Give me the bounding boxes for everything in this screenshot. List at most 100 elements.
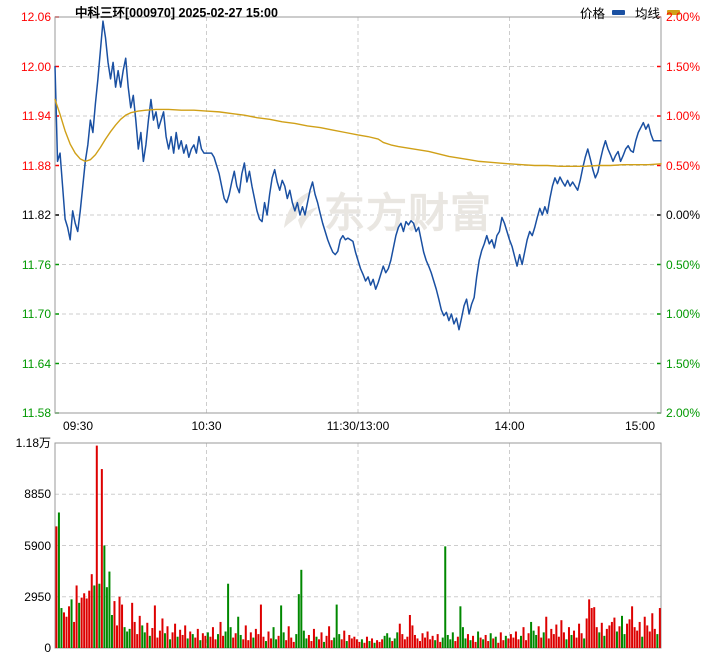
volume-bar — [636, 630, 639, 648]
volume-bar — [232, 637, 235, 648]
volume-bar — [638, 621, 641, 648]
volume-bar — [138, 615, 141, 648]
volume-bar — [350, 638, 353, 648]
volume-bar — [325, 635, 328, 648]
volume-bar — [658, 608, 661, 648]
volume-bar — [520, 635, 522, 648]
volume-bar — [656, 634, 659, 648]
volume-bar — [530, 621, 533, 648]
volume-bar — [441, 637, 444, 648]
volume-bar — [290, 637, 293, 648]
volume-bar — [459, 606, 462, 648]
volume-bar — [166, 626, 169, 648]
volume-bar — [184, 625, 187, 648]
volume-bar — [436, 634, 439, 648]
volume-bar — [600, 622, 603, 648]
volume-bar — [103, 545, 106, 648]
volume-bar — [116, 625, 118, 648]
volume-bar — [502, 640, 505, 648]
volume-bar — [222, 635, 225, 648]
volume-bar — [562, 632, 565, 648]
volume-bar — [424, 637, 427, 648]
volume-bar — [90, 574, 93, 648]
volume-bar — [487, 641, 490, 648]
volume-bar — [224, 631, 227, 648]
volume-bar — [146, 622, 149, 648]
volume-bar — [494, 636, 497, 648]
volume-bar — [196, 628, 199, 648]
volume-bar — [83, 593, 86, 648]
volume-bar — [307, 634, 310, 648]
volume-bar — [206, 632, 209, 648]
volume-bar — [176, 636, 179, 648]
volume-bar — [383, 635, 386, 648]
volume-bar — [386, 633, 389, 648]
volume-bar — [358, 641, 361, 648]
volume-bar — [257, 634, 260, 648]
volume-bar — [254, 628, 257, 648]
volume-bar — [113, 601, 116, 648]
volume-bar — [133, 621, 136, 648]
volume-bar — [348, 634, 351, 648]
volume-bar — [376, 640, 379, 648]
volume-bar — [360, 639, 363, 648]
volume-bar — [371, 638, 374, 648]
volume-bar — [292, 641, 295, 648]
volume-bar — [626, 623, 629, 648]
volume-bar — [95, 445, 98, 648]
legend-price-color-chip — [611, 10, 625, 15]
volume-bar — [651, 613, 654, 648]
volume-bar — [565, 639, 568, 648]
volume-bar — [343, 630, 346, 648]
volume-bar — [62, 612, 65, 648]
volume-bar — [578, 623, 581, 648]
volume-bar — [179, 629, 182, 648]
volume-bar — [439, 641, 442, 648]
volume-bar — [396, 632, 399, 648]
volume-bar — [590, 608, 593, 648]
volume-bar — [570, 634, 573, 648]
volume-bar — [641, 636, 644, 648]
volume-bar — [214, 639, 217, 648]
volume-bar — [583, 638, 586, 648]
volume-bar — [280, 605, 283, 648]
volume-bar — [128, 628, 131, 648]
volume-bar — [499, 632, 502, 648]
chart-legend: 价格 均线 — [580, 3, 690, 22]
volume-bar — [249, 632, 252, 648]
volume-bar — [550, 628, 553, 648]
volume-bar — [469, 640, 472, 648]
volume-bar — [219, 621, 222, 648]
volume-bar — [75, 585, 78, 648]
volume-bar — [489, 633, 492, 648]
volume-bar — [537, 626, 540, 648]
volume-bar — [338, 634, 341, 648]
volume-bar — [239, 634, 242, 648]
volume-bar — [153, 605, 156, 648]
volume-bar — [68, 606, 71, 648]
volume-bar — [302, 630, 305, 648]
volume-bar — [408, 614, 411, 648]
volume-bar — [504, 635, 507, 648]
volume-bar — [575, 637, 578, 648]
volume-bar — [171, 632, 174, 648]
volume-bar — [186, 638, 189, 648]
volume-bar — [621, 615, 623, 648]
volume-bar — [580, 633, 583, 648]
volume-bar — [545, 616, 548, 648]
volume-bar — [55, 526, 58, 648]
volume-bar — [60, 608, 63, 648]
volume-bar — [631, 606, 634, 648]
page-title: 中科三环[000970] 2025-02-27 15:00 — [75, 6, 278, 20]
volume-bar — [527, 633, 530, 648]
volume-bar — [421, 633, 424, 648]
volume-bar — [267, 631, 270, 648]
volume-bar — [628, 619, 631, 648]
volume-bar — [105, 587, 108, 648]
volume-bar — [237, 616, 240, 648]
volume-bar — [613, 617, 616, 648]
volume-bar — [312, 628, 315, 648]
volume-bar — [285, 640, 288, 648]
volume-bar — [648, 631, 651, 648]
